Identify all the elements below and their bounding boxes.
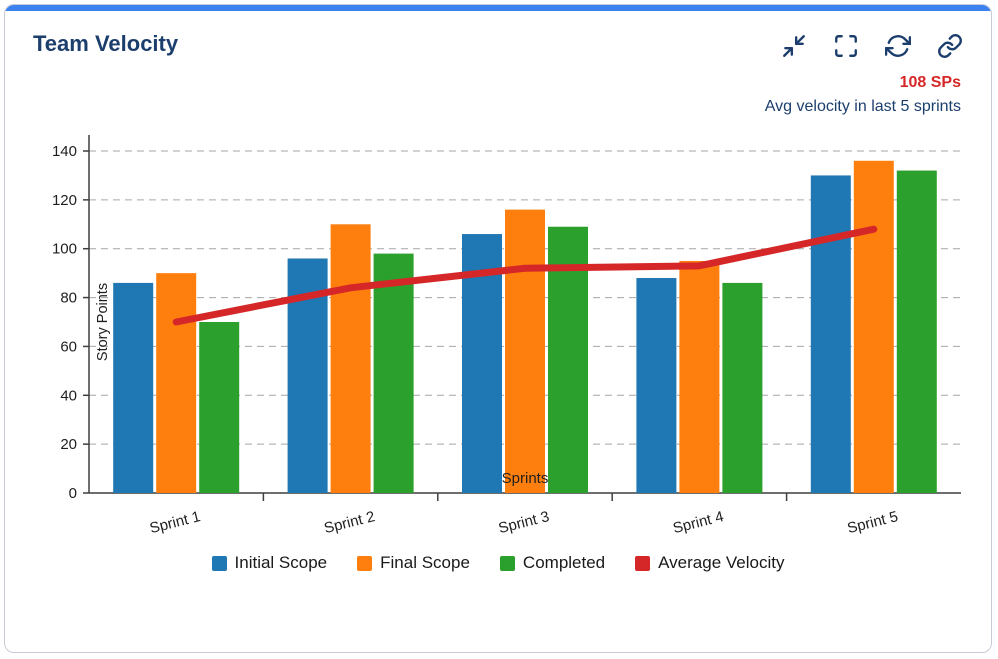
- card-toolbar: [781, 31, 963, 59]
- legend-label: Average Velocity: [658, 553, 785, 572]
- legend-label: Final Scope: [380, 553, 470, 572]
- bar: [113, 282, 154, 493]
- y-tick-label: 40: [60, 387, 77, 404]
- collapse-icon[interactable]: [781, 33, 807, 59]
- bar: [156, 273, 197, 493]
- legend-label: Initial Scope: [234, 553, 328, 572]
- bar: [330, 224, 371, 493]
- x-tick-label: Sprint 2: [322, 508, 376, 537]
- legend-swatch: [211, 555, 227, 571]
- avg-velocity-value: 108 SPs: [899, 74, 961, 91]
- chart-area: 0 20 40 60 80 100 120 140 Sprint 1 Sprint 2 Sprint…: [5, 121, 991, 549]
- legend-swatch: [499, 555, 515, 571]
- bar: [679, 260, 720, 493]
- legend-item[interactable]: Completed: [499, 553, 606, 573]
- bar: [722, 282, 763, 493]
- link-icon[interactable]: [937, 33, 963, 59]
- bar: [199, 322, 240, 493]
- legend-item[interactable]: Final Scope: [357, 553, 470, 573]
- legend-item[interactable]: Average Velocity: [635, 553, 784, 573]
- x-axis-title: Sprints: [502, 470, 549, 487]
- bar: [636, 278, 677, 493]
- x-tick-label: Sprint 3: [497, 508, 551, 537]
- average-velocity-line: [172, 225, 878, 326]
- y-tick-label: 60: [60, 338, 77, 355]
- x-tick-label: Sprint 4: [671, 508, 725, 537]
- y-axis-title: Story Points: [95, 283, 111, 361]
- y-tick-label: 100: [52, 241, 77, 258]
- legend-swatch: [357, 555, 373, 571]
- team-velocity-card: Team Velocity: [4, 4, 992, 653]
- avg-velocity-label: Avg velocity in last 5 sprints: [764, 98, 961, 115]
- velocity-chart: 0 20 40 60 80 100 120 140 Sprint 1 Sprint 2 Sprint…: [52, 135, 961, 537]
- refresh-icon[interactable]: [885, 33, 911, 59]
- bar: [853, 160, 894, 493]
- bar: [505, 209, 545, 493]
- page-title: Team Velocity: [33, 31, 179, 56]
- y-tick-label: 20: [60, 436, 77, 453]
- legend-label: Completed: [522, 553, 606, 572]
- bar: [896, 170, 937, 494]
- legend-item[interactable]: Initial Scope: [211, 553, 328, 573]
- bar: [810, 175, 851, 493]
- x-tick-label: Sprint 5: [846, 508, 900, 537]
- legend-swatch: [635, 555, 651, 571]
- card-header: Team Velocity: [5, 11, 991, 59]
- y-tick-label: 0: [69, 485, 77, 502]
- y-tick-label: 120: [52, 192, 77, 209]
- x-tick-label: Sprint 1: [148, 508, 202, 537]
- bar: [373, 253, 414, 493]
- fullscreen-icon[interactable]: [833, 33, 859, 59]
- y-tick-label: 80: [60, 290, 77, 307]
- chart-legend: Initial Scope Final Scope Completed Average…: [5, 553, 991, 573]
- y-tick-label: 140: [52, 143, 77, 160]
- velocity-summary: 108 SPs Avg velocity in last 5 sprints: [5, 59, 991, 119]
- card-accent-bar: [5, 5, 991, 11]
